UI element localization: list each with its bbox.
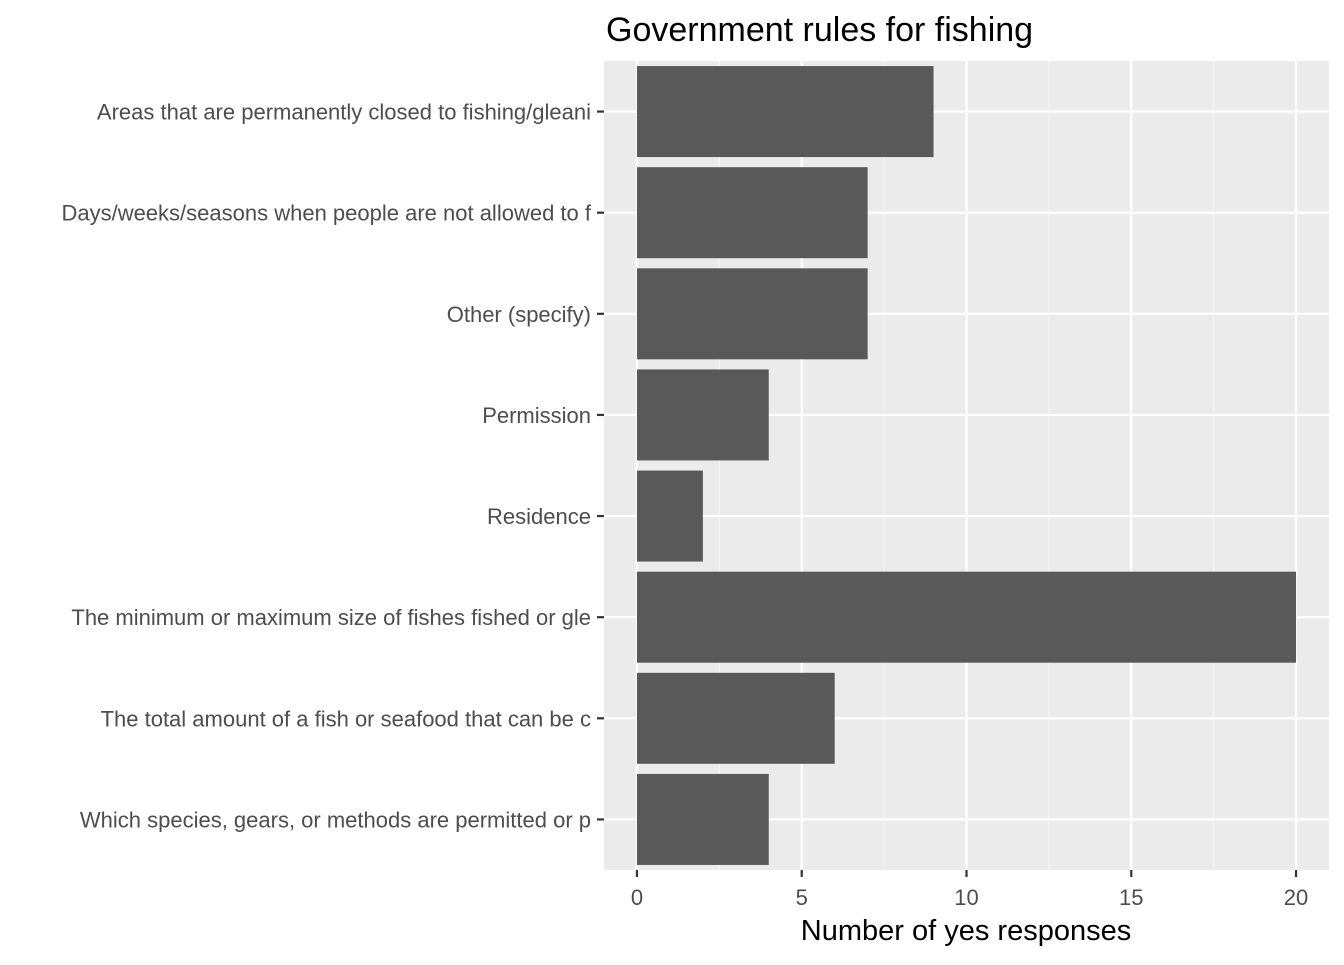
bar — [636, 369, 769, 461]
bar — [636, 268, 868, 360]
x-tick-label: 5 — [796, 885, 808, 910]
y-tick-label: Areas that are permanently closed to fis… — [97, 100, 591, 125]
chart-title: Government rules for fishing — [606, 11, 1033, 49]
y-tick-label: The minimum or maximum size of fishes fi… — [71, 605, 591, 630]
x-axis-title: Number of yes responses — [801, 915, 1131, 947]
x-tick-label: 20 — [1284, 885, 1308, 910]
bar — [636, 773, 769, 865]
x-tick-label: 10 — [954, 885, 978, 910]
bar — [636, 672, 835, 764]
y-tick-label: Which species, gears, or methods are per… — [80, 807, 591, 832]
y-tick-label: Residence — [487, 504, 591, 529]
y-axis: Which species, gears, or methods are per… — [61, 100, 604, 832]
x-tick-label: 0 — [631, 885, 643, 910]
y-tick-label: Days/weeks/seasons when people are not a… — [61, 201, 591, 226]
grid-lines — [604, 61, 1329, 870]
y-tick-label: The total amount of a fish or seafood th… — [101, 706, 591, 731]
bar — [636, 571, 1297, 663]
bar — [636, 66, 934, 158]
y-tick-label: Other (specify) — [447, 302, 591, 327]
x-tick-label: 15 — [1119, 885, 1143, 910]
bars — [636, 66, 1297, 865]
y-tick-label: Permission — [482, 403, 591, 428]
x-axis: 0 5 10 15 20 — [631, 870, 1308, 910]
bar — [636, 167, 868, 259]
bar — [636, 470, 703, 562]
